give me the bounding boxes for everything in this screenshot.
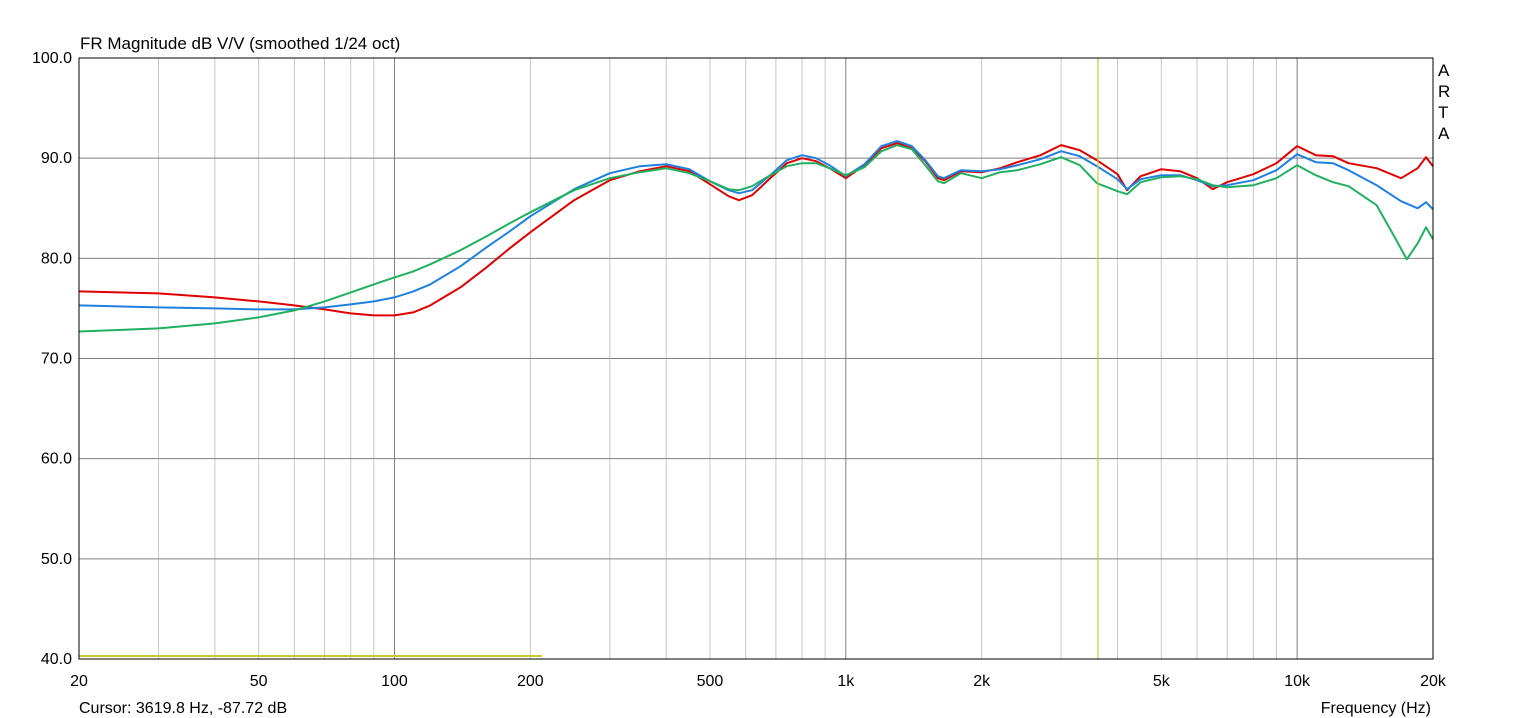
y-tick-label: 90.0: [41, 150, 72, 167]
arta-letter-2: R: [1438, 82, 1450, 101]
y-tick-label: 60.0: [41, 451, 72, 468]
x-tick-label: 200: [517, 673, 544, 690]
x-tick-label: 20k: [1420, 673, 1447, 690]
x-tick-label: 10k: [1284, 673, 1311, 690]
y-tick-label: 50.0: [41, 551, 72, 568]
plot-frame: [78, 57, 1434, 660]
y-tick-labels: 100.0 90.0 80.0 70.0 60.0 50.0 40.0: [32, 50, 72, 668]
x-tick-labels: 20 50 100 200 500 1k 2k 5k 10k 20k: [70, 673, 1447, 690]
arta-watermark: A R T A: [1438, 61, 1450, 143]
series-line-3: [78, 144, 1434, 333]
y-tick-label: 70.0: [41, 351, 72, 368]
x-tick-label: 2k: [973, 673, 991, 690]
x-axis-label: Frequency (Hz): [1321, 700, 1431, 717]
overlay-layer: [79, 58, 1099, 659]
series-line-1: [78, 142, 1434, 317]
y-tick-label: 100.0: [32, 50, 72, 67]
x-tick-label: 500: [697, 673, 724, 690]
x-tick-label: 1k: [837, 673, 855, 690]
y-tick-label: 80.0: [41, 250, 72, 267]
series-line-2: [78, 140, 1434, 311]
x-tick-label: 5k: [1153, 673, 1171, 690]
y-tick-label: 40.0: [41, 651, 72, 668]
arta-letter-3: T: [1438, 103, 1448, 122]
x-tick-label: 50: [250, 673, 268, 690]
cursor-readout: Cursor: 3619.8 Hz, -87.72 dB: [79, 700, 287, 717]
grid-lines: [79, 58, 1433, 659]
x-tick-label: 100: [381, 673, 408, 690]
arta-letter-1: A: [1438, 61, 1450, 80]
arta-letter-4: A: [1438, 124, 1450, 143]
chart-title: FR Magnitude dB V/V (smoothed 1/24 oct): [80, 34, 400, 53]
series-layer: [78, 140, 1434, 333]
x-tick-label: 20: [70, 673, 88, 690]
